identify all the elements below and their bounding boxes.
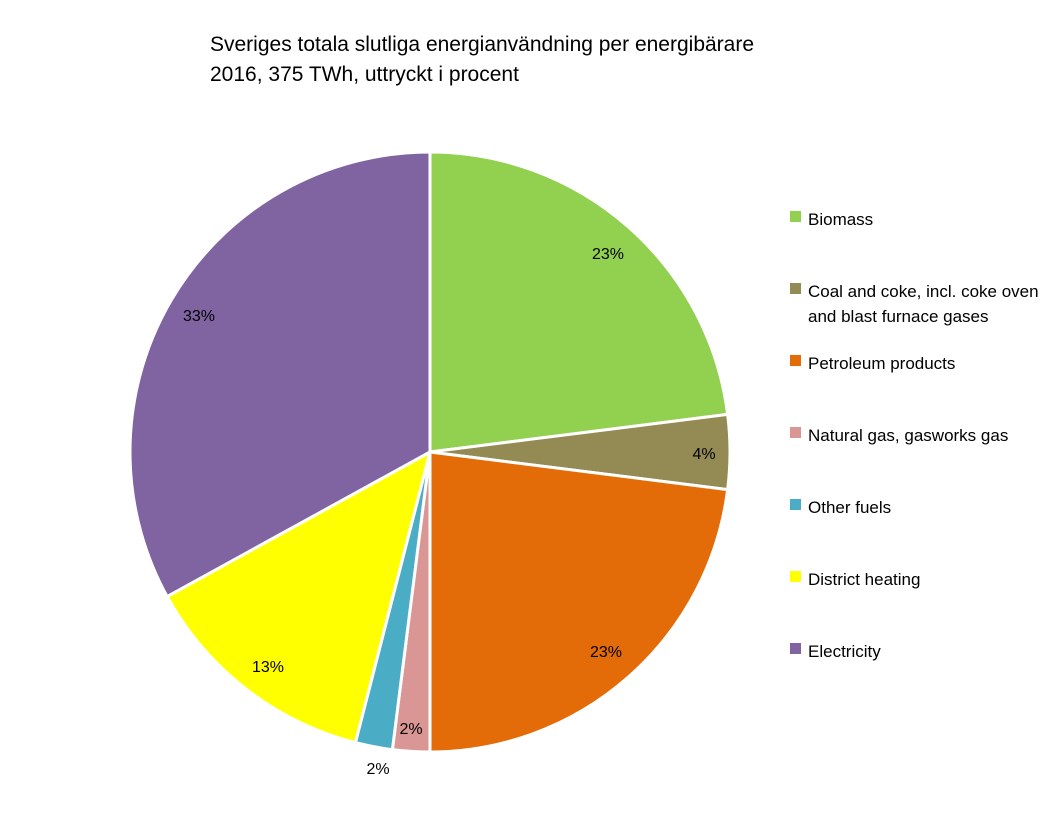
chart-title: Sveriges totala slutliga energianvändnin… (210, 30, 754, 90)
legend-label: Coal and coke, incl. coke oven and blast… (808, 282, 1039, 326)
pie-slice-electricity (128, 150, 432, 599)
legend-label: District heating (808, 570, 921, 589)
legend-swatch (790, 283, 801, 294)
pie-slice-district-heating (165, 450, 432, 745)
legend-swatch (790, 355, 801, 366)
chart-subtitle-line: 2016, 375 TWh, uttryckt i procent (210, 63, 519, 86)
legend-swatch (790, 211, 801, 222)
legend-swatch (790, 643, 801, 654)
slice-label-district-heating: 13% (252, 659, 284, 676)
pie-slice-biomass (428, 150, 730, 454)
legend-label: Electricity (808, 642, 881, 661)
chart-title-line: Sveriges totala slutliga energianvändnin… (210, 33, 755, 56)
legend-label: Natural gas, gasworks gas (808, 426, 1009, 445)
slice-label-petroleum-products: 23% (590, 644, 622, 661)
slice-label-electricity: 33% (183, 308, 215, 325)
slice-label-other-fuels: 2% (366, 761, 389, 778)
legend-label: Petroleum products (808, 354, 956, 373)
legend-swatch (790, 571, 801, 582)
legend-label: Other fuels (808, 498, 892, 517)
legend-swatch (790, 499, 801, 510)
pie-slice-petroleum-products (428, 450, 730, 754)
legend-swatch (790, 427, 801, 438)
slice-label-natural-gas-gasworks-gas: 2% (399, 721, 422, 738)
slice-label-biomass: 23% (592, 246, 624, 263)
legend-label: Biomass (808, 210, 874, 229)
slice-label-coal-and-coke-incl-coke-oven-and-blast-furnace-gases: 4% (692, 446, 715, 463)
